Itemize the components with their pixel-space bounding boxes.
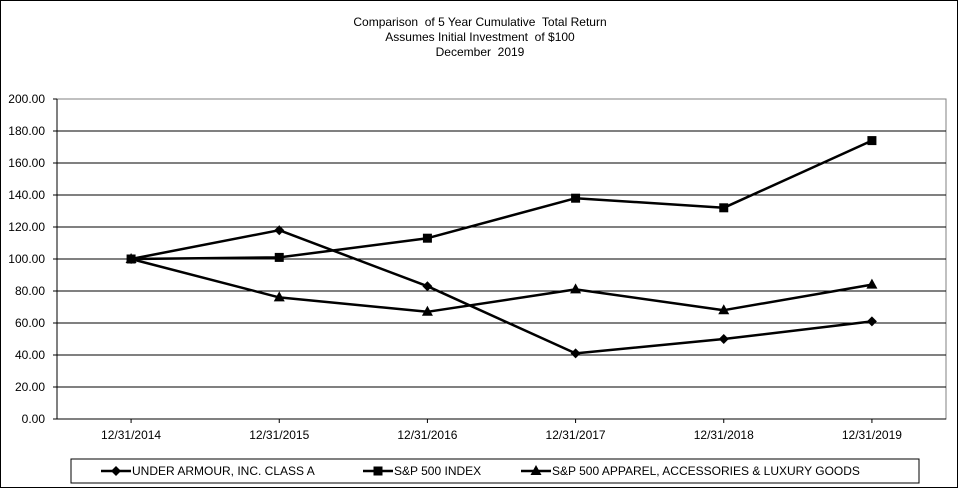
series-2-point — [274, 252, 284, 262]
series-line-2 — [131, 139, 873, 261]
series-line-1 — [130, 228, 873, 355]
series-lines — [130, 139, 873, 355]
y-tick-label: 100.00 — [8, 252, 45, 266]
series-1-point — [718, 334, 729, 344]
x-tick-label: 12/31/2019 — [842, 428, 902, 442]
y-tick-label: 20.00 — [15, 380, 45, 394]
series-1-point — [866, 316, 877, 327]
legend-label-3: S&P 500 APPAREL, ACCESSORIES & LUXURY GO… — [552, 464, 860, 478]
legend-label-1: UNDER ARMOUR, INC. CLASS A — [132, 464, 315, 478]
series-2-point — [867, 136, 877, 146]
series-3-point — [273, 291, 285, 302]
y-tick-label: 180.00 — [8, 124, 45, 138]
y-tick-label: 40.00 — [15, 348, 45, 362]
legend-marker-2 — [373, 466, 383, 476]
series-line-3 — [130, 257, 873, 314]
series-3-point — [570, 283, 582, 294]
series-markers — [125, 136, 878, 359]
y-tick-label: 0.00 — [22, 412, 46, 426]
series-3-point — [125, 253, 137, 263]
series-2-point — [719, 203, 729, 213]
legend-label-2: S&P 500 INDEX — [394, 464, 481, 478]
legend: UNDER ARMOUR, INC. CLASS A S&P 500 INDEX S… — [70, 458, 920, 484]
y-tick-label: 60.00 — [15, 316, 45, 330]
title-line-2: Assumes Initial Investment of $100 — [385, 30, 575, 44]
chart-title: Comparison of 5 Year Cumulative Total Re… — [0, 15, 960, 60]
legend-marker-1 — [111, 466, 121, 476]
y-tick-label: 200.00 — [8, 92, 45, 106]
title-line-1: Comparison of 5 Year Cumulative Total Re… — [353, 15, 607, 29]
x-axis-ticks: 12/31/2014 12/31/2015 12/31/2016 12/31/2017… — [56, 99, 946, 442]
series-3-point — [866, 278, 878, 289]
y-tick-label: 160.00 — [8, 156, 45, 170]
legend-box — [70, 458, 920, 484]
x-tick-label: 12/31/2016 — [397, 428, 457, 442]
x-tick-label: 12/31/2014 — [101, 428, 161, 442]
title-line-3: December 2019 — [435, 45, 525, 59]
series-1-point — [422, 281, 433, 292]
series-3-point — [718, 304, 730, 315]
x-tick-label: 12/31/2015 — [249, 428, 309, 442]
legend-marker-3 — [530, 465, 542, 475]
series-2-point — [422, 233, 432, 243]
series-2-point — [571, 193, 581, 203]
y-axis-ticks: 0.00 20.00 40.00 60.00 80.00 100.00 120.00 140.… — [8, 92, 57, 426]
y-tick-label: 140.00 — [8, 188, 45, 202]
series-1-point — [570, 348, 581, 359]
series-3-point — [421, 305, 433, 316]
y-tick-label: 80.00 — [15, 284, 45, 298]
x-tick-label: 12/31/2017 — [546, 428, 606, 442]
series-1-point — [274, 225, 285, 236]
x-tick-label: 12/31/2018 — [694, 428, 754, 442]
y-tick-label: 120.00 — [8, 220, 45, 234]
